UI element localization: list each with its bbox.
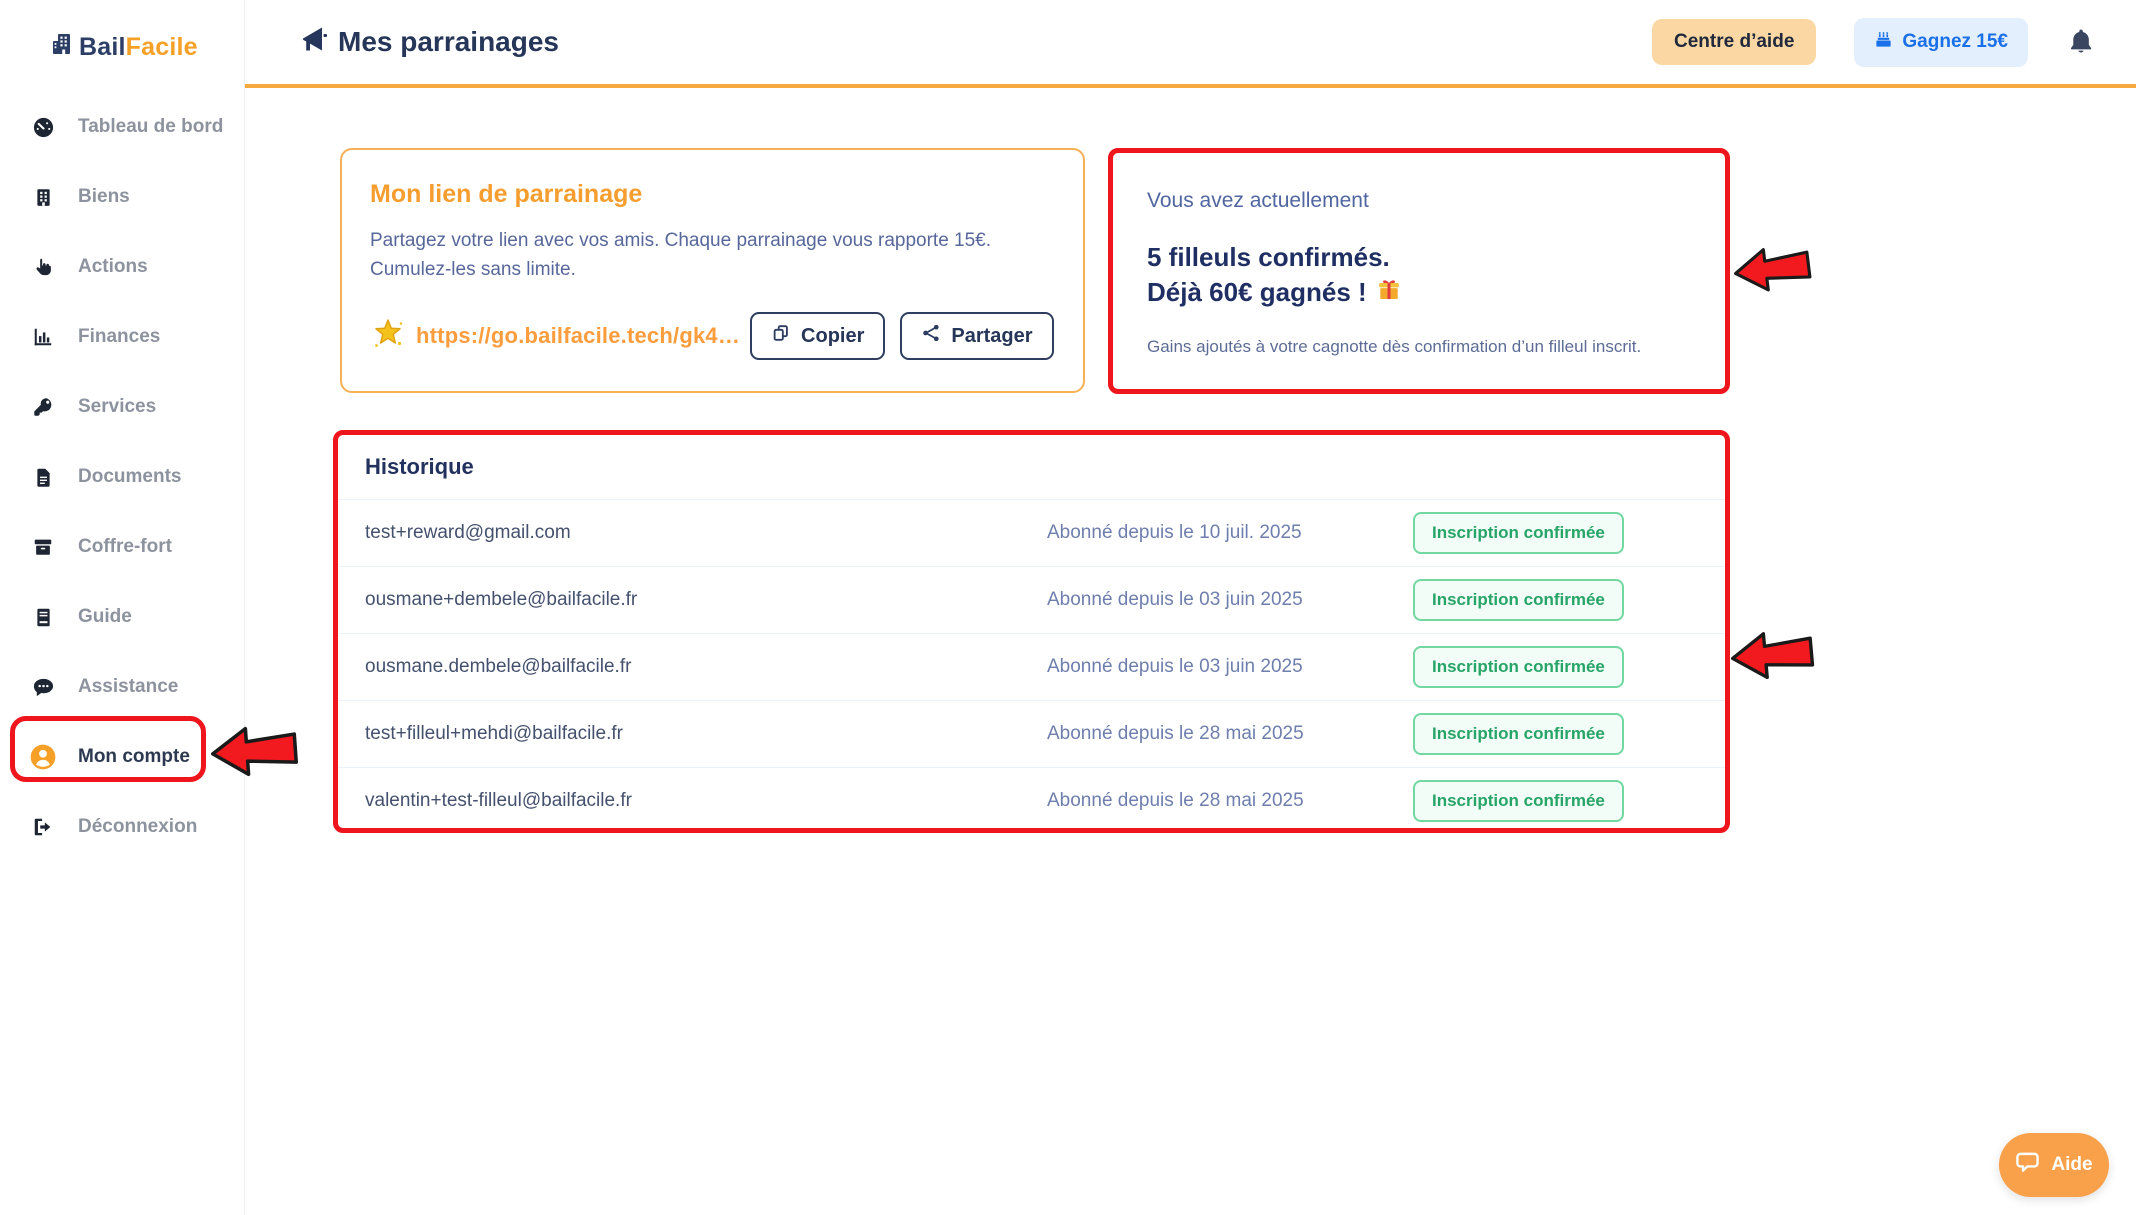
- brand-logo[interactable]: BailFacile: [50, 32, 198, 63]
- bar-chart-icon: [30, 326, 56, 348]
- share-icon: [921, 323, 941, 349]
- copy-icon: [771, 323, 791, 349]
- book-icon: [30, 607, 56, 628]
- sidebar-item-assistance[interactable]: Assistance: [0, 652, 244, 722]
- sidebar-item-actions[interactable]: Actions: [0, 232, 244, 302]
- row-email: ousmane+dembele@bailfacile.fr: [365, 589, 638, 610]
- table-row: ousmane+dembele@bailfacile.fr Abonné dep…: [338, 566, 1725, 633]
- row-date: Abonné depuis le 28 mai 2025: [1047, 723, 1304, 744]
- hand-pointer-icon: [30, 256, 56, 278]
- stats-headline: 5 filleuls confirmés. Déjà 60€ gagnés !: [1147, 240, 1695, 310]
- row-date: Abonné depuis le 03 juin 2025: [1047, 589, 1303, 610]
- annotation-arrow-history: [1730, 632, 1815, 680]
- status-badge: Inscription confirmée: [1413, 646, 1624, 688]
- megaphone-icon: [300, 24, 330, 61]
- referral-stats-card annotation-box-stats: Vous avez actuellement 5 filleuls confir…: [1108, 148, 1730, 394]
- referral-card-title: Mon lien de parrainage: [370, 180, 643, 208]
- copy-button[interactable]: Copier: [750, 312, 886, 360]
- sidebar-item-biens[interactable]: Biens: [0, 162, 244, 232]
- sidebar-item-guide[interactable]: Guide: [0, 582, 244, 652]
- document-icon: [30, 467, 56, 488]
- gift-icon: [1377, 275, 1401, 310]
- row-date: Abonné depuis le 03 juin 2025: [1047, 656, 1303, 677]
- sidebar-item-deconnexion[interactable]: Déconnexion: [0, 792, 244, 862]
- help-chat-button[interactable]: Aide: [1999, 1133, 2109, 1197]
- status-badge: Inscription confirmée: [1413, 713, 1624, 755]
- brand-name-part2: Facile: [125, 33, 198, 61]
- row-email: valentin+test-filleul@bailfacile.fr: [365, 790, 632, 811]
- referral-link-card: Mon lien de parrainage Partagez votre li…: [340, 148, 1085, 393]
- share-button[interactable]: Partager: [900, 312, 1054, 360]
- table-row: ousmane.dembele@bailfacile.fr Abonné dep…: [338, 633, 1725, 700]
- row-email: ousmane.dembele@bailfacile.fr: [365, 656, 632, 677]
- glowing-star-icon: [370, 316, 406, 357]
- page-title: Mes parrainages: [300, 24, 559, 61]
- building-icon: [30, 187, 56, 208]
- row-date: Abonné depuis le 28 mai 2025: [1047, 790, 1304, 811]
- referral-link[interactable]: https://go.bailfacile.tech/gk4…: [416, 323, 741, 348]
- help-center-button[interactable]: Centre d’aide: [1652, 19, 1817, 65]
- table-row: valentin+test-filleul@bailfacile.fr Abon…: [338, 767, 1725, 828]
- cake-icon: [1874, 30, 1893, 55]
- brand-name-part1: Bail: [79, 33, 126, 61]
- stats-intro: Vous avez actuellement: [1147, 189, 1369, 212]
- safe-icon: [30, 536, 56, 558]
- status-badge: Inscription confirmée: [1413, 512, 1624, 554]
- earn-button[interactable]: Gagnez 15€: [1854, 17, 2028, 67]
- referral-link-row: https://go.bailfacile.tech/gk4… Copier P…: [370, 312, 1054, 360]
- history-card annotation-box-history: Historique test+reward@gmail.com Abonné …: [333, 430, 1730, 833]
- status-badge: Inscription confirmée: [1413, 579, 1624, 621]
- header-actions: Centre d’aide Gagnez 15€: [1652, 17, 2096, 67]
- chat-bubble-icon: [30, 676, 56, 699]
- sidebar-item-tableau-de-bord[interactable]: Tableau de bord: [0, 92, 244, 162]
- key-icon: [30, 396, 56, 418]
- sidebar-item-services[interactable]: Services: [0, 372, 244, 442]
- status-badge: Inscription confirmée: [1413, 780, 1624, 822]
- sidebar-item-documents[interactable]: Documents: [0, 442, 244, 512]
- table-row: test+filleul+mehdi@bailfacile.fr Abonné …: [338, 700, 1725, 767]
- referral-card-description: Partagez votre lien avec vos amis. Chaqu…: [370, 230, 992, 280]
- sidebar-item-finances[interactable]: Finances: [0, 302, 244, 372]
- sidebar: BailFacile Tableau de bord Biens Actions…: [0, 0, 245, 1215]
- sidebar-nav: Tableau de bord Biens Actions Finances S…: [0, 92, 244, 862]
- row-email: test+filleul+mehdi@bailfacile.fr: [365, 723, 623, 744]
- top-header: Mes parrainages Centre d’aide Gagnez 15€: [245, 0, 2136, 88]
- notifications-bell-icon[interactable]: [2066, 27, 2096, 57]
- stats-note: Gains ajoutés à votre cagnotte dès confi…: [1147, 337, 1642, 357]
- buildings-logo-icon: [50, 32, 74, 63]
- user-avatar-icon: [30, 738, 56, 776]
- chat-outline-icon: [2015, 1149, 2041, 1181]
- history-title: Historique: [365, 454, 474, 479]
- annotation-arrow-stats: [1734, 248, 1812, 292]
- row-email: test+reward@gmail.com: [365, 522, 571, 543]
- sidebar-item-mon-compte[interactable]: Mon compte: [0, 722, 244, 792]
- dashboard-icon: [30, 116, 56, 139]
- table-row: test+reward@gmail.com Abonné depuis le 1…: [338, 499, 1725, 566]
- sidebar-item-coffre-fort[interactable]: Coffre-fort: [0, 512, 244, 582]
- logout-icon: [30, 816, 56, 838]
- row-date: Abonné depuis le 10 juil. 2025: [1047, 522, 1302, 543]
